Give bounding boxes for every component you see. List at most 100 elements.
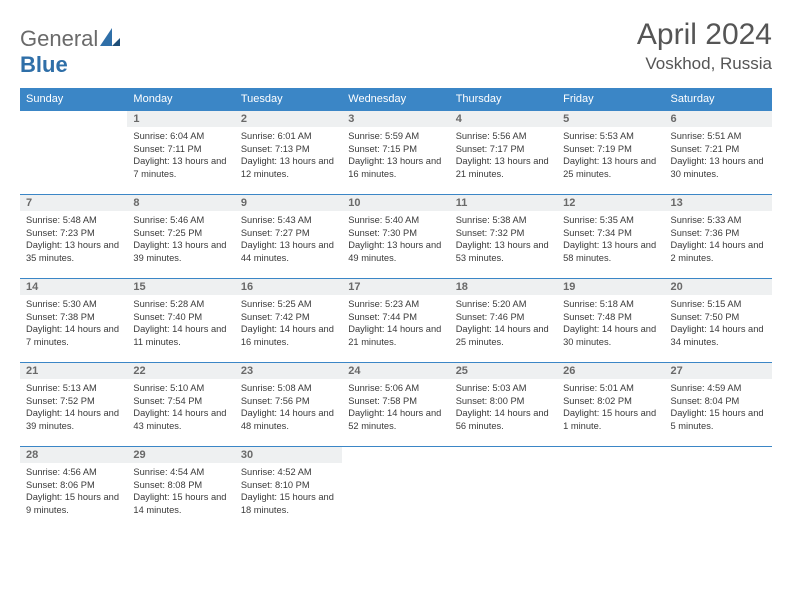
calendar-cell: 13Sunrise: 5:33 AMSunset: 7:36 PMDayligh… — [665, 195, 772, 279]
brand-part1: General — [20, 26, 98, 51]
calendar-row: 28Sunrise: 4:56 AMSunset: 8:06 PMDayligh… — [20, 447, 772, 531]
calendar-cell: 20Sunrise: 5:15 AMSunset: 7:50 PMDayligh… — [665, 279, 772, 363]
day-details: Sunrise: 5:18 AMSunset: 7:48 PMDaylight:… — [557, 295, 664, 352]
day-details: Sunrise: 5:33 AMSunset: 7:36 PMDaylight:… — [665, 211, 772, 268]
day-number: 25 — [450, 363, 557, 379]
title-block: April 2024 Voskhod, Russia — [637, 18, 772, 74]
day-details: Sunrise: 4:56 AMSunset: 8:06 PMDaylight:… — [20, 463, 127, 520]
day-details: Sunrise: 5:25 AMSunset: 7:42 PMDaylight:… — [235, 295, 342, 352]
weekday-header: Friday — [557, 88, 664, 111]
day-number: 23 — [235, 363, 342, 379]
calendar-cell: . — [557, 447, 664, 531]
month-title: April 2024 — [637, 18, 772, 52]
calendar-body: . 1Sunrise: 6:04 AMSunset: 7:11 PMDaylig… — [20, 111, 772, 531]
day-details: Sunrise: 5:13 AMSunset: 7:52 PMDaylight:… — [20, 379, 127, 436]
day-details: Sunrise: 5:30 AMSunset: 7:38 PMDaylight:… — [20, 295, 127, 352]
day-number: 2 — [235, 111, 342, 127]
day-number: 6 — [665, 111, 772, 127]
day-number: 13 — [665, 195, 772, 211]
calendar-cell: 2Sunrise: 6:01 AMSunset: 7:13 PMDaylight… — [235, 111, 342, 195]
calendar-cell: 7Sunrise: 5:48 AMSunset: 7:23 PMDaylight… — [20, 195, 127, 279]
day-details: Sunrise: 5:35 AMSunset: 7:34 PMDaylight:… — [557, 211, 664, 268]
weekday-header: Saturday — [665, 88, 772, 111]
day-number: 27 — [665, 363, 772, 379]
weekday-header: Tuesday — [235, 88, 342, 111]
calendar-cell: . — [450, 447, 557, 531]
day-number: 16 — [235, 279, 342, 295]
day-number: 9 — [235, 195, 342, 211]
calendar-cell: . — [20, 111, 127, 195]
day-details: Sunrise: 5:38 AMSunset: 7:32 PMDaylight:… — [450, 211, 557, 268]
day-details: Sunrise: 5:06 AMSunset: 7:58 PMDaylight:… — [342, 379, 449, 436]
day-details: Sunrise: 5:43 AMSunset: 7:27 PMDaylight:… — [235, 211, 342, 268]
calendar-cell: 9Sunrise: 5:43 AMSunset: 7:27 PMDaylight… — [235, 195, 342, 279]
calendar-table: SundayMondayTuesdayWednesdayThursdayFrid… — [20, 88, 772, 531]
calendar-cell: 8Sunrise: 5:46 AMSunset: 7:25 PMDaylight… — [127, 195, 234, 279]
calendar-cell: 24Sunrise: 5:06 AMSunset: 7:58 PMDayligh… — [342, 363, 449, 447]
day-details: Sunrise: 4:52 AMSunset: 8:10 PMDaylight:… — [235, 463, 342, 520]
day-number: 30 — [235, 447, 342, 463]
day-number: 4 — [450, 111, 557, 127]
calendar-cell: 4Sunrise: 5:56 AMSunset: 7:17 PMDaylight… — [450, 111, 557, 195]
calendar-cell: 11Sunrise: 5:38 AMSunset: 7:32 PMDayligh… — [450, 195, 557, 279]
day-details: Sunrise: 4:54 AMSunset: 8:08 PMDaylight:… — [127, 463, 234, 520]
calendar-cell: 25Sunrise: 5:03 AMSunset: 8:00 PMDayligh… — [450, 363, 557, 447]
calendar-cell: 15Sunrise: 5:28 AMSunset: 7:40 PMDayligh… — [127, 279, 234, 363]
day-number: 20 — [665, 279, 772, 295]
day-number: 28 — [20, 447, 127, 463]
day-details: Sunrise: 6:01 AMSunset: 7:13 PMDaylight:… — [235, 127, 342, 184]
day-number: 24 — [342, 363, 449, 379]
day-details: Sunrise: 5:10 AMSunset: 7:54 PMDaylight:… — [127, 379, 234, 436]
day-details: Sunrise: 5:40 AMSunset: 7:30 PMDaylight:… — [342, 211, 449, 268]
calendar-cell: 28Sunrise: 4:56 AMSunset: 8:06 PMDayligh… — [20, 447, 127, 531]
calendar-head: SundayMondayTuesdayWednesdayThursdayFrid… — [20, 88, 772, 111]
day-number: 12 — [557, 195, 664, 211]
calendar-page: GeneralBlue April 2024 Voskhod, Russia S… — [0, 0, 792, 549]
calendar-row: 7Sunrise: 5:48 AMSunset: 7:23 PMDaylight… — [20, 195, 772, 279]
calendar-row: 14Sunrise: 5:30 AMSunset: 7:38 PMDayligh… — [20, 279, 772, 363]
day-number: 22 — [127, 363, 234, 379]
sail-icon — [100, 26, 120, 52]
weekday-header: Sunday — [20, 88, 127, 111]
day-details: Sunrise: 5:20 AMSunset: 7:46 PMDaylight:… — [450, 295, 557, 352]
brand-part2: Blue — [20, 52, 68, 77]
calendar-cell: 26Sunrise: 5:01 AMSunset: 8:02 PMDayligh… — [557, 363, 664, 447]
calendar-cell: . — [665, 447, 772, 531]
day-details: Sunrise: 5:28 AMSunset: 7:40 PMDaylight:… — [127, 295, 234, 352]
calendar-cell: 23Sunrise: 5:08 AMSunset: 7:56 PMDayligh… — [235, 363, 342, 447]
day-details: Sunrise: 5:56 AMSunset: 7:17 PMDaylight:… — [450, 127, 557, 184]
day-number: 18 — [450, 279, 557, 295]
brand-logo: GeneralBlue — [20, 18, 120, 78]
calendar-cell: 19Sunrise: 5:18 AMSunset: 7:48 PMDayligh… — [557, 279, 664, 363]
calendar-row: . 1Sunrise: 6:04 AMSunset: 7:11 PMDaylig… — [20, 111, 772, 195]
calendar-cell: 3Sunrise: 5:59 AMSunset: 7:15 PMDaylight… — [342, 111, 449, 195]
day-details: Sunrise: 5:03 AMSunset: 8:00 PMDaylight:… — [450, 379, 557, 436]
day-number: 3 — [342, 111, 449, 127]
calendar-cell: 18Sunrise: 5:20 AMSunset: 7:46 PMDayligh… — [450, 279, 557, 363]
day-details: Sunrise: 5:46 AMSunset: 7:25 PMDaylight:… — [127, 211, 234, 268]
header: GeneralBlue April 2024 Voskhod, Russia — [20, 18, 772, 78]
calendar-cell: . — [342, 447, 449, 531]
brand-text: GeneralBlue — [20, 26, 120, 78]
weekday-header: Wednesday — [342, 88, 449, 111]
day-number: 19 — [557, 279, 664, 295]
weekday-header: Monday — [127, 88, 234, 111]
calendar-cell: 29Sunrise: 4:54 AMSunset: 8:08 PMDayligh… — [127, 447, 234, 531]
day-details: Sunrise: 5:53 AMSunset: 7:19 PMDaylight:… — [557, 127, 664, 184]
calendar-cell: 27Sunrise: 4:59 AMSunset: 8:04 PMDayligh… — [665, 363, 772, 447]
day-details: Sunrise: 5:01 AMSunset: 8:02 PMDaylight:… — [557, 379, 664, 436]
calendar-cell: 22Sunrise: 5:10 AMSunset: 7:54 PMDayligh… — [127, 363, 234, 447]
calendar-cell: 16Sunrise: 5:25 AMSunset: 7:42 PMDayligh… — [235, 279, 342, 363]
day-details: Sunrise: 4:59 AMSunset: 8:04 PMDaylight:… — [665, 379, 772, 436]
calendar-cell: 30Sunrise: 4:52 AMSunset: 8:10 PMDayligh… — [235, 447, 342, 531]
calendar-cell: 14Sunrise: 5:30 AMSunset: 7:38 PMDayligh… — [20, 279, 127, 363]
calendar-cell: 10Sunrise: 5:40 AMSunset: 7:30 PMDayligh… — [342, 195, 449, 279]
day-number: 15 — [127, 279, 234, 295]
day-details: Sunrise: 5:08 AMSunset: 7:56 PMDaylight:… — [235, 379, 342, 436]
location: Voskhod, Russia — [637, 54, 772, 74]
calendar-cell: 17Sunrise: 5:23 AMSunset: 7:44 PMDayligh… — [342, 279, 449, 363]
calendar-row: 21Sunrise: 5:13 AMSunset: 7:52 PMDayligh… — [20, 363, 772, 447]
day-number: 17 — [342, 279, 449, 295]
day-number: 5 — [557, 111, 664, 127]
day-number: 10 — [342, 195, 449, 211]
